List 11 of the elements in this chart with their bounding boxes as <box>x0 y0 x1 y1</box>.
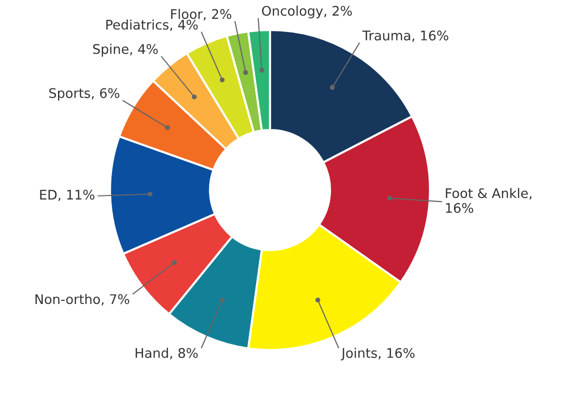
slice-label: Floor, 2% <box>171 8 232 20</box>
slice-label: Sports, 6% <box>49 88 120 101</box>
slice-label: Oncology, 2% <box>262 6 352 18</box>
slice-label: Spine, 4% <box>93 44 158 57</box>
slice-label: Joints, 16% <box>340 348 415 360</box>
slice-label: ED, 11% <box>40 190 94 202</box>
slice-label: Foot & Ankle, 16% <box>446 188 532 213</box>
slice-label: Non-ortho, 7% <box>36 294 130 306</box>
slice-label: Trauma, 16% <box>362 30 448 42</box>
slice-label: Hand, 8% <box>136 348 198 360</box>
slice-label: Pediatrics, 4% <box>106 19 198 32</box>
